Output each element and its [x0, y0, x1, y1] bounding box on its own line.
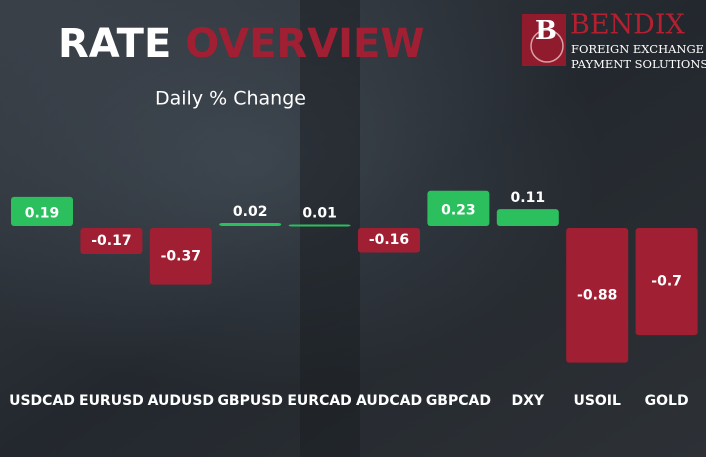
- value-label: -0.37: [161, 248, 201, 264]
- bar: [80, 228, 143, 255]
- x-tick-label: GOLD: [645, 393, 689, 409]
- x-tick-label: GBPUSD: [217, 393, 283, 409]
- bar: [149, 228, 212, 285]
- x-tick-label: EURUSD: [79, 393, 144, 409]
- background-panel: [300, 0, 360, 457]
- x-tick-label: GBPCAD: [426, 393, 491, 409]
- bar: [358, 228, 420, 253]
- logo-name: BENDIX: [570, 10, 685, 41]
- value-label: 0.02: [233, 204, 268, 220]
- logo: B BENDIX FOREIGN EXCHANGE & PAYMENT SOLU…: [522, 10, 706, 71]
- bar: [427, 190, 490, 226]
- x-tick-label: AUDUSD: [148, 393, 214, 409]
- value-label: -0.88: [577, 287, 617, 303]
- bar: [288, 224, 351, 227]
- title-word: RATE: [58, 21, 171, 67]
- x-tick-label: EURCAD: [287, 393, 351, 409]
- value-label: -0.7: [651, 274, 682, 290]
- value-label: 0.01: [302, 205, 337, 221]
- value-label: 0.19: [25, 205, 60, 221]
- logo-mark: B: [535, 16, 557, 46]
- title-word: OVERVIEW: [185, 21, 424, 67]
- value-label: 0.23: [441, 202, 476, 218]
- chart-title: RATE OVERVIEW: [58, 21, 425, 67]
- value-label: -0.16: [369, 232, 409, 248]
- x-tick-label: USOIL: [573, 393, 621, 409]
- logo-globe: [530, 29, 564, 63]
- bar: [566, 228, 629, 363]
- x-tick-label: DXY: [512, 393, 545, 409]
- value-label: 0.11: [511, 190, 546, 206]
- bar: [11, 196, 73, 226]
- logo-line: FOREIGN EXCHANGE &: [571, 42, 706, 56]
- bar: [219, 222, 282, 226]
- logo-line: PAYMENT SOLUTIONS: [571, 57, 706, 71]
- x-tick-label: AUDCAD: [356, 393, 422, 409]
- x-tick-label: USDCAD: [9, 393, 75, 409]
- chart-subtitle: Daily % Change: [155, 88, 306, 110]
- bar: [496, 209, 559, 226]
- value-label: -0.17: [91, 233, 131, 249]
- bar: [635, 228, 698, 336]
